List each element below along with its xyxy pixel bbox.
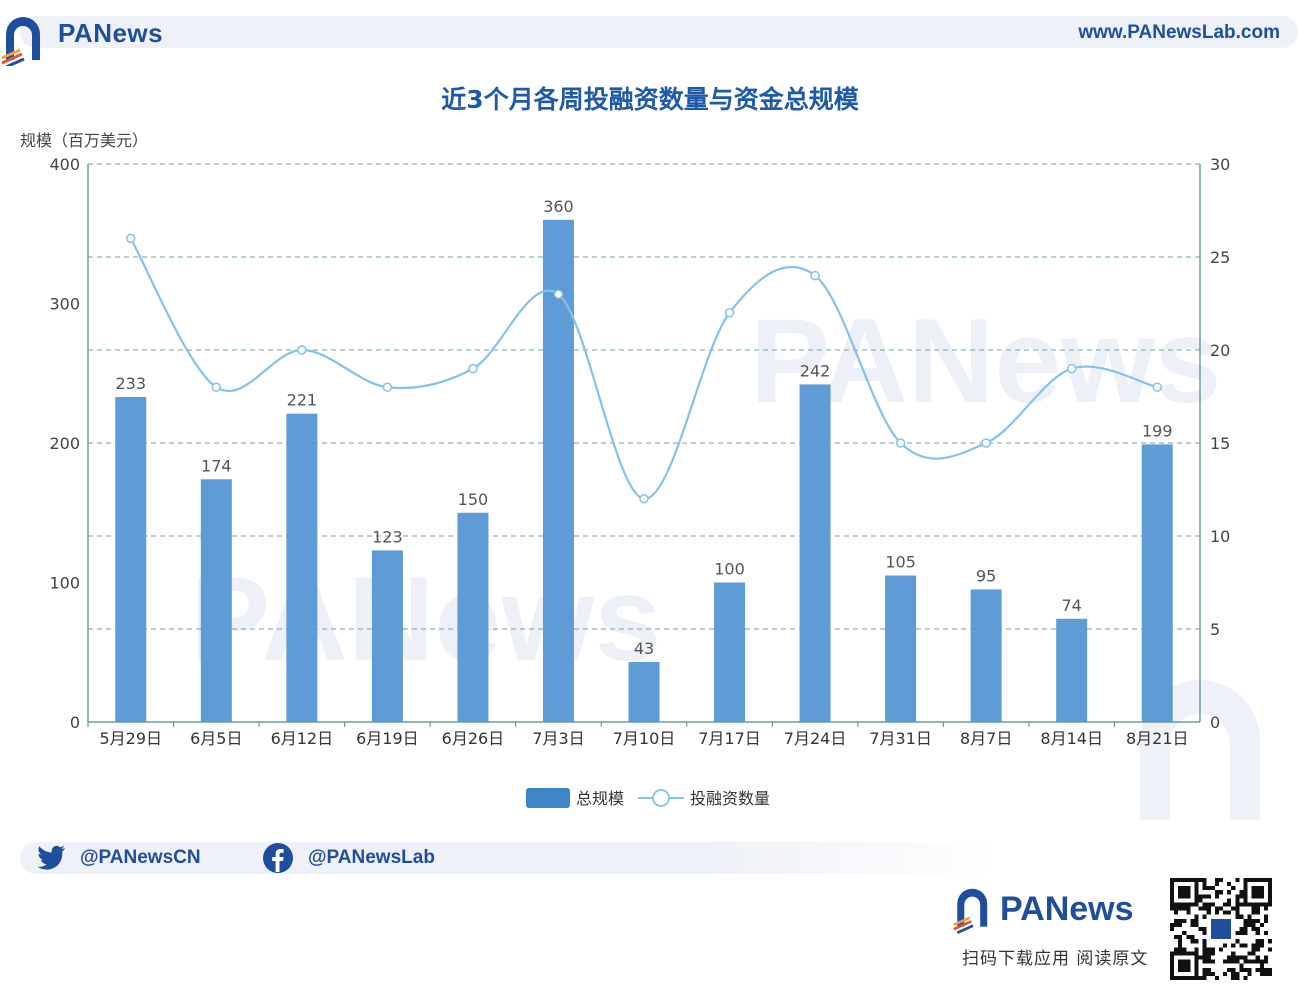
- line-point: [639, 494, 649, 504]
- footer-brand-text: PANews: [1000, 890, 1134, 928]
- social-bar: @PANewsCN @PANewsLab: [20, 842, 1000, 874]
- y2-tick-label: 10: [1210, 527, 1230, 546]
- bar: [628, 662, 660, 722]
- bar: [1056, 618, 1088, 722]
- y2-tick-label: 20: [1210, 341, 1230, 360]
- x-tick-label: 8月7日: [960, 729, 1012, 748]
- line-point: [895, 438, 906, 448]
- x-tick-label: 6月5日: [190, 729, 242, 748]
- y-tick-label: 200: [49, 434, 80, 453]
- y-tick-label: 300: [49, 295, 80, 314]
- x-tick-label: 7月3日: [532, 729, 584, 748]
- watermark-text: PANews: [190, 552, 661, 686]
- line-point: [1066, 363, 1077, 374]
- footer-brand: PANews: [952, 884, 1134, 938]
- line-point: [553, 289, 564, 299]
- y2-tick-label: 25: [1210, 248, 1230, 267]
- bar: [542, 219, 574, 723]
- x-tick-label: 7月31日: [869, 729, 932, 748]
- x-tick-label: 7月10日: [613, 729, 676, 748]
- chart-title: 近3个月各周投融资数量与资金总规模: [441, 85, 859, 114]
- y-tick-label: 100: [49, 574, 80, 593]
- y-tick-label: 0: [70, 713, 80, 732]
- x-tick-label: 5月29日: [99, 729, 162, 748]
- bar: [1141, 444, 1173, 722]
- bar: [115, 396, 147, 722]
- x-tick-label: 6月12日: [271, 729, 334, 748]
- bar: [799, 384, 831, 722]
- bar: [286, 413, 318, 722]
- bar-data-label: 95: [976, 566, 996, 585]
- header-background: [20, 16, 1298, 48]
- facebook-icon: [263, 843, 293, 873]
- x-tick-label: 8月14日: [1040, 729, 1103, 748]
- chart-area: PANewsPANews规模（百万美元）01002003004000510152…: [20, 131, 1260, 820]
- social-twitter[interactable]: @PANewsCN: [36, 842, 201, 874]
- legend-swatch-marker: [652, 789, 670, 807]
- bar-data-label: 150: [458, 490, 489, 509]
- bar: [457, 512, 489, 722]
- bar-data-label: 43: [634, 639, 654, 658]
- line-point: [1152, 382, 1162, 392]
- bar: [200, 479, 232, 722]
- facebook-handle: @PANewsLab: [308, 847, 435, 868]
- bar-data-label: 123: [372, 527, 403, 546]
- x-tick-label: 7月17日: [698, 729, 761, 748]
- line-point: [211, 382, 222, 392]
- y-axis-label: 规模（百万美元）: [20, 131, 148, 150]
- line-point: [981, 438, 991, 448]
- y2-tick-label: 0: [1210, 713, 1220, 732]
- bar-data-label: 242: [800, 361, 831, 380]
- legend-label: 投融资数量: [690, 789, 770, 808]
- y2-tick-label: 30: [1210, 155, 1230, 174]
- legend-swatch-bar: [526, 788, 570, 808]
- twitter-handle: @PANewsCN: [80, 847, 201, 868]
- header-bar: PANews www.PANewsLab.com: [0, 14, 1300, 66]
- x-tick-label: 7月24日: [784, 729, 847, 748]
- y-tick-label: 400: [49, 155, 80, 174]
- header-brand: PANews: [58, 18, 164, 48]
- twitter-icon: [37, 845, 65, 870]
- bar: [714, 582, 746, 722]
- bar-data-label: 360: [543, 197, 574, 216]
- panews-logo-icon: [1, 17, 40, 66]
- bar-data-label: 221: [287, 391, 318, 410]
- legend-label: 总规模: [576, 789, 624, 808]
- bar-data-label: 174: [201, 456, 232, 475]
- footer-logo-icon: [953, 888, 988, 934]
- line-point: [126, 233, 136, 244]
- bar: [970, 589, 1002, 722]
- footer-tagline: 扫码下载应用 阅读原文: [962, 949, 1149, 969]
- header-url[interactable]: www.PANewsLab.com: [1078, 22, 1280, 43]
- line-point: [724, 308, 735, 318]
- bar: [371, 550, 403, 722]
- x-tick-label: 6月19日: [356, 729, 419, 748]
- bar: [885, 575, 917, 722]
- bar-data-label: 233: [115, 374, 146, 393]
- y2-tick-label: 5: [1210, 620, 1220, 639]
- bar-data-label: 199: [1142, 421, 1173, 440]
- line-point: [382, 382, 393, 392]
- qr-code-icon[interactable]: [1170, 878, 1272, 980]
- line-point: [810, 270, 820, 281]
- social-facebook[interactable]: @PANewsLab: [262, 842, 435, 874]
- y2-tick-label: 15: [1210, 434, 1230, 453]
- bar-data-label: 105: [885, 553, 916, 572]
- bar-data-label: 100: [714, 560, 745, 579]
- line-point: [468, 363, 478, 374]
- bar-data-label: 74: [1062, 596, 1082, 615]
- line-point: [297, 345, 307, 355]
- x-tick-label: 8月21日: [1126, 729, 1189, 748]
- x-tick-label: 6月26日: [442, 729, 505, 748]
